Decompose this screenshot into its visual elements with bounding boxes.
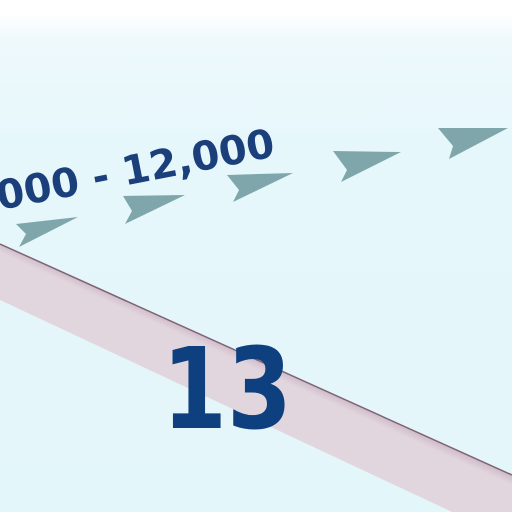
direction-arrows — [16, 128, 508, 247]
direction-arrow-icon — [227, 173, 293, 202]
direction-arrow-icon — [333, 151, 401, 182]
direction-arrow-icon — [123, 195, 185, 224]
direction-arrow-icon — [438, 128, 508, 159]
runway-stripe — [0, 244, 512, 512]
runway-number: 13 — [162, 325, 292, 455]
direction-arrow-icon — [16, 217, 78, 247]
runway-stripe-edge — [0, 243, 512, 476]
